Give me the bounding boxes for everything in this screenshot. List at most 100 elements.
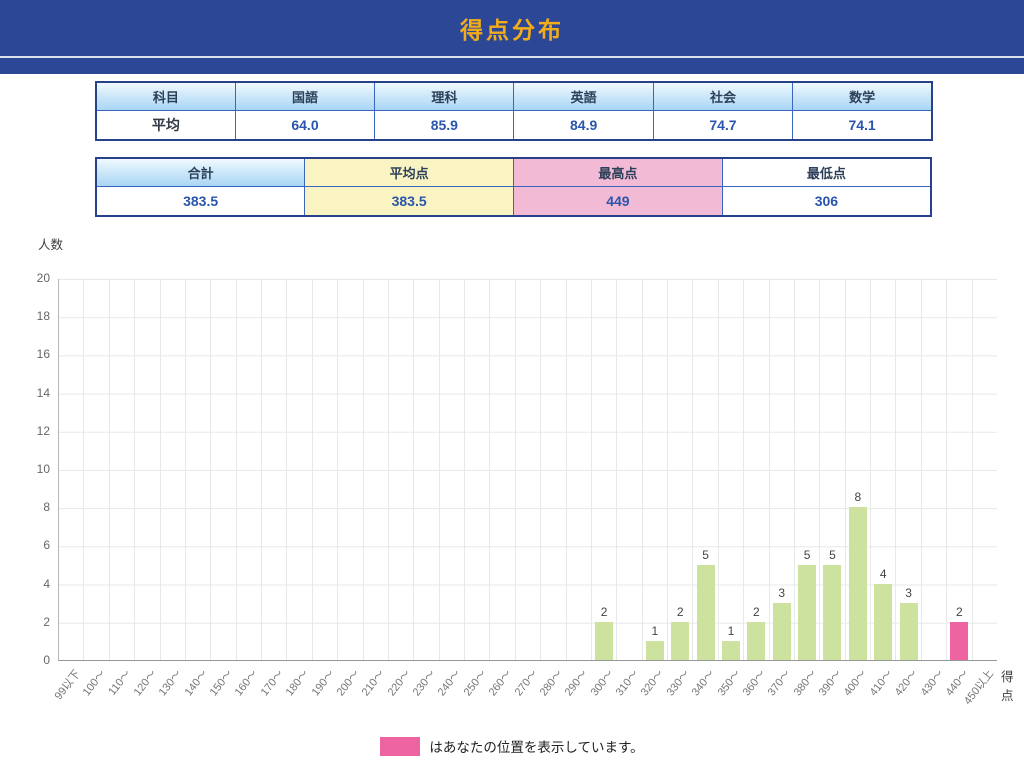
subject-average-table: 科目 国語 理科 英語 社会 数学 平均 64.0 85.9 84.9 74.7 74.1 (95, 81, 933, 141)
chart-category: 260〜 (487, 279, 514, 698)
bar-value-label: 4 (879, 566, 887, 581)
count-bar (595, 621, 614, 660)
bar-value-label: 3 (778, 585, 786, 600)
chart-category: 310〜 (614, 279, 641, 698)
chart-category: 140〜 (182, 279, 210, 698)
summary-value: 306 (721, 185, 932, 217)
x-tick-label: 110〜 (106, 667, 134, 698)
bar-value-label: 8 (854, 490, 862, 505)
x-tick-label: 160〜 (233, 667, 261, 699)
bar-value-label: 2 (600, 604, 608, 619)
chart-category: 270〜 (512, 279, 540, 698)
summary-value-row: 383.5 383.5 449 306 (95, 185, 932, 217)
your-position-bar (950, 621, 969, 660)
page-header: 得点分布 (0, 0, 1024, 56)
x-tick-label: 310〜 (613, 667, 642, 699)
chart-legend: はあなたの位置を表示しています。 (0, 736, 1024, 756)
summary-value: 383.5 (95, 185, 306, 217)
subject-header-row: 科目 国語 理科 英語 社会 数学 (95, 81, 933, 111)
x-tick-label: 430〜 (918, 667, 946, 699)
chart-category: 100〜 (81, 279, 108, 698)
y-tick-label: 0 (43, 653, 50, 667)
count-bar (747, 621, 766, 660)
chart-category: 3 420〜 (893, 279, 920, 698)
summary-header: 平均点 (304, 157, 514, 187)
chart-category: 280〜 (538, 279, 565, 698)
chart-category: 430〜 (918, 279, 946, 698)
subject-header: 数学 (792, 81, 933, 111)
summary-value: 383.5 (304, 185, 514, 217)
chart-category: 1 350〜 (715, 279, 743, 698)
bar-value-label: 2 (676, 604, 684, 619)
subject-average-value: 85.9 (374, 109, 515, 141)
subject-average-value: 74.1 (792, 109, 933, 141)
chart-category: 290〜 (563, 279, 591, 698)
count-bar (772, 602, 791, 660)
count-bar (848, 507, 867, 660)
chart-category: 3 370〜 (766, 279, 794, 698)
subject-corner-header: 科目 (95, 81, 236, 111)
chart-category: 5 340〜 (690, 279, 717, 698)
x-tick-label: 410〜 (867, 667, 896, 699)
chart-category: 220〜 (385, 279, 413, 698)
bar-value-label: 3 (905, 585, 912, 600)
count-bar (645, 640, 664, 660)
bar-value-label: 2 (752, 604, 760, 619)
chart-category: 200〜 (335, 279, 362, 698)
count-bar (874, 583, 893, 660)
chart-category: 2 330〜 (664, 279, 692, 698)
x-tick-label: 250〜 (461, 667, 490, 699)
x-tick-label: 230〜 (410, 667, 439, 699)
y-tick-label: 10 (36, 462, 50, 476)
summary-value: 449 (513, 185, 723, 217)
subject-header: 英語 (513, 81, 654, 111)
your-position-swatch (380, 736, 421, 756)
chart-category: 2 300〜 (588, 279, 616, 698)
x-tick-label: 200〜 (334, 667, 363, 699)
x-tick-label: 370〜 (765, 667, 794, 699)
y-tick-label: 12 (36, 423, 50, 438)
bar-value-label: 1 (651, 623, 659, 638)
chart-category: 190〜 (309, 279, 337, 698)
x-tick-label: 360〜 (740, 667, 769, 699)
bar-value-label: 5 (702, 547, 709, 562)
chart-category: 250〜 (461, 279, 489, 698)
y-tick-label: 18 (36, 309, 50, 324)
x-tick-label: 120〜 (131, 667, 160, 699)
x-tick-label: 320〜 (639, 667, 667, 699)
bar-value-label: 2 (955, 604, 963, 619)
chart-category: 130〜 (157, 279, 185, 698)
count-bar (696, 564, 715, 660)
average-row-label: 平均 (95, 109, 236, 141)
header-separator-line (0, 56, 1024, 58)
x-tick-label: 170〜 (258, 667, 287, 699)
x-tick-label: 180〜 (283, 667, 312, 699)
x-tick-label: 140〜 (182, 667, 210, 699)
x-tick-label: 100〜 (80, 667, 109, 699)
y-tick-label: 4 (43, 576, 50, 591)
x-tick-label: 350〜 (715, 667, 743, 699)
x-tick-label: 260〜 (486, 667, 515, 699)
summary-header-row: 合計 平均点 最高点 最低点 (95, 157, 932, 187)
chart-category: 450以上 (962, 279, 997, 707)
chart-category: 5 380〜 (791, 279, 819, 698)
chart-category: 230〜 (411, 279, 438, 698)
count-bar (798, 564, 817, 660)
bar-value-label: 5 (803, 547, 811, 562)
summary-header: 合計 (95, 157, 306, 187)
x-axis-title: 得点 (1001, 670, 1014, 703)
chart-category: 180〜 (284, 279, 311, 698)
x-tick-label: 190〜 (309, 667, 337, 699)
chart-category: 120〜 (132, 279, 159, 698)
chart-category: 2 440〜 (944, 279, 971, 698)
subject-average-value: 84.9 (513, 109, 654, 141)
subject-average-value: 74.7 (652, 109, 794, 141)
bar-value-label: 1 (727, 623, 735, 638)
chart-category: 110〜 (107, 279, 134, 698)
chart-category: 1 320〜 (639, 279, 667, 698)
chart-category: 210〜 (360, 279, 388, 698)
x-tick-label: 340〜 (689, 667, 718, 699)
subject-average-row: 平均 64.0 85.9 84.9 74.7 74.1 (95, 109, 933, 141)
subject-average-value: 64.0 (234, 109, 376, 141)
